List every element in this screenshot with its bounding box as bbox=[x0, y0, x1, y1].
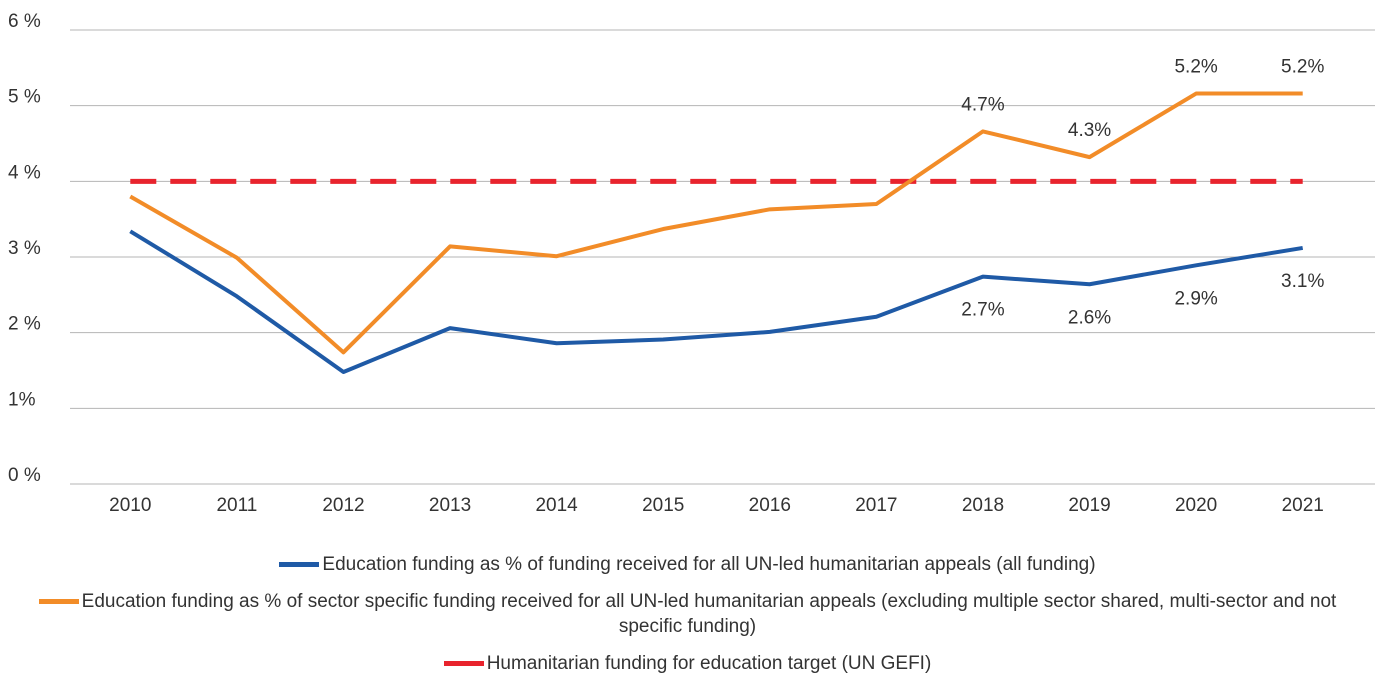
x-tick-label: 2020 bbox=[1175, 495, 1217, 516]
data-label: 2.9% bbox=[1174, 288, 1217, 309]
y-tick-label: 1% bbox=[8, 389, 36, 410]
data-label: 2.7% bbox=[961, 300, 1004, 321]
legend-swatch bbox=[38, 599, 79, 605]
legend-entry: Humanitarian funding for education targe… bbox=[20, 651, 1355, 676]
legend-label: Education funding as % of funding receiv… bbox=[322, 554, 1096, 575]
legend-swatch bbox=[443, 661, 484, 667]
x-tick-label: 2019 bbox=[1068, 495, 1110, 516]
x-tick-label: 2010 bbox=[109, 495, 151, 516]
x-tick-label: 2017 bbox=[855, 495, 897, 516]
data-label: 2.6% bbox=[1068, 307, 1111, 328]
legend: Education funding as % of funding receiv… bbox=[20, 552, 1355, 688]
x-tick-label: 2016 bbox=[749, 495, 791, 516]
x-tick-label: 2015 bbox=[642, 495, 684, 516]
x-tick-label: 2018 bbox=[962, 495, 1004, 516]
x-tick-label: 2021 bbox=[1282, 495, 1324, 516]
x-tick-label: 2011 bbox=[216, 495, 257, 516]
data-label: 3.1% bbox=[1281, 271, 1324, 292]
data-label: 4.7% bbox=[961, 94, 1004, 115]
series-line bbox=[129, 229, 1304, 375]
y-tick-label: 3 % bbox=[8, 238, 41, 259]
series-line bbox=[129, 91, 1303, 355]
data-label: 5.2% bbox=[1174, 57, 1217, 78]
legend-label: Humanitarian funding for education targe… bbox=[486, 653, 932, 674]
y-tick-label: 5 % bbox=[8, 87, 41, 108]
legend-entry: Education funding as % of sector specifi… bbox=[20, 589, 1355, 639]
page: 0 % 1% 2 % 3 % 4 % 5 % 6 % 2010 2011 2012 2013 2014… bbox=[8, 11, 1375, 674]
data-label: 4.3% bbox=[1068, 120, 1111, 141]
y-tick-label: 2 % bbox=[8, 314, 41, 335]
x-tick-label: 2012 bbox=[322, 495, 364, 516]
data-label: 5.2% bbox=[1281, 57, 1324, 78]
y-tick-label: 0 % bbox=[8, 465, 41, 486]
legend-entry: Education funding as % of funding receiv… bbox=[20, 552, 1355, 577]
legend-label: Education funding as % of sector specifi… bbox=[81, 591, 1337, 637]
y-tick-label: 4 % bbox=[8, 162, 41, 183]
x-tick-label: 2013 bbox=[429, 495, 471, 516]
chart: 0 % 1% 2 % 3 % 4 % 5 % 6 % 2010 2011 2012 2013 2014… bbox=[8, 11, 1375, 516]
x-tick-label: 2014 bbox=[535, 495, 578, 516]
y-tick-label: 6 % bbox=[8, 11, 41, 32]
legend-swatch bbox=[279, 562, 320, 568]
